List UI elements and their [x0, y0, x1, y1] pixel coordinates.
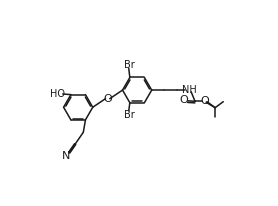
Text: N: N — [62, 151, 71, 161]
Text: Br: Br — [124, 60, 134, 70]
Text: Br: Br — [124, 110, 134, 120]
Text: O: O — [103, 94, 112, 104]
Text: HO: HO — [50, 89, 65, 98]
Text: O: O — [180, 95, 188, 105]
Text: O: O — [200, 96, 209, 106]
Text: NH: NH — [182, 85, 197, 95]
